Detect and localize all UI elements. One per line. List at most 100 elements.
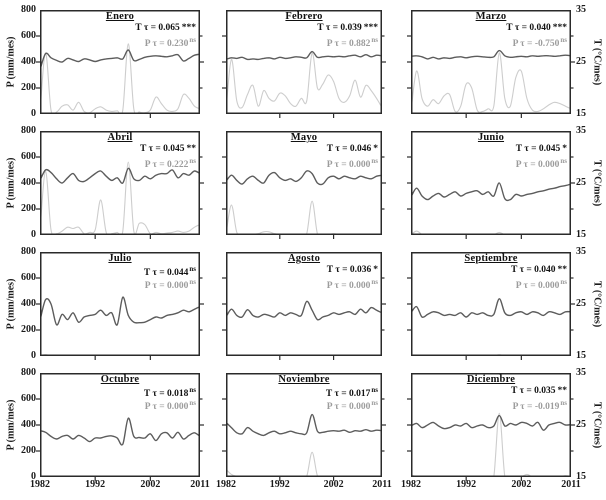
left-axis-tick-label: 800 xyxy=(21,367,36,378)
left-axis-title: P (mm/mes) xyxy=(5,399,17,451)
left-axis-tick-label: 800 xyxy=(21,125,36,136)
subplot-noviembre: Noviembre T τ = 0.017ns P τ = 0.000ns xyxy=(222,373,386,481)
right-axis-tick-label: 35 xyxy=(576,367,586,378)
right-axis-tick-label: 25 xyxy=(576,56,586,67)
p-tau-annotation: P τ = 0.230ns xyxy=(145,36,196,49)
temperature-line xyxy=(40,417,200,446)
t-tau-value: T τ = 0.044 xyxy=(143,268,189,279)
p-tau-value: P τ = -0.750 xyxy=(512,39,560,50)
plot-area xyxy=(36,10,204,118)
temperature-line xyxy=(411,182,571,202)
x-axis-tick-label: 2011 xyxy=(190,479,210,490)
plot-area xyxy=(407,252,575,360)
t-significance: *** xyxy=(363,23,378,33)
p-tau-value: P τ = 0.000 xyxy=(326,402,371,413)
temperature-line xyxy=(226,413,382,437)
precipitation-line xyxy=(40,161,200,235)
subplot-title: Noviembre xyxy=(278,374,330,385)
right-axis-title: T (°C/mes) xyxy=(591,401,603,449)
p-tau-value: P τ = -0.019 xyxy=(512,402,560,413)
right-axis-tick-label: 15 xyxy=(576,350,586,361)
t-tau-value: T τ = 0.018 xyxy=(143,389,189,400)
left-axis-tick-label: 600 xyxy=(21,393,36,404)
p-tau-value: P τ = 0.000 xyxy=(515,281,560,292)
left-axis-tick-label: 800 xyxy=(21,246,36,257)
subplot-title: Enero xyxy=(105,11,135,22)
x-axis-tick-label: 2002 xyxy=(140,479,161,490)
subplot-julio: Julio T τ = 0.044ns P τ = 0.000ns xyxy=(36,252,204,360)
p-significance: ns xyxy=(371,36,378,44)
left-axis-tick-label: 400 xyxy=(21,177,36,188)
t-tau-annotation: T τ = 0.040 ** xyxy=(511,265,567,275)
p-significance: ns xyxy=(560,278,567,286)
plot-area xyxy=(222,131,386,239)
left-axis-tick-label: 400 xyxy=(21,298,36,309)
t-tau-annotation: T τ = 0.046 * xyxy=(327,144,378,154)
t-tau-annotation: T τ = 0.044ns xyxy=(144,265,196,278)
precipitation-line xyxy=(411,52,571,113)
t-tau-annotation: T τ = 0.045 ** xyxy=(140,144,196,154)
subplot-title: Octubre xyxy=(100,374,140,385)
p-significance: ns xyxy=(560,157,567,165)
left-axis-tick-label: 600 xyxy=(21,272,36,283)
p-tau-annotation: P τ = 0.000ns xyxy=(327,399,378,412)
t-significance: ** xyxy=(557,386,568,396)
p-tau-annotation: P τ = 0.000ns xyxy=(327,157,378,170)
left-axis-tick-label: 0 xyxy=(31,108,36,119)
temperature-line xyxy=(40,49,200,71)
subplot-title: Junio xyxy=(477,132,505,143)
p-tau-value: P τ = 0.230 xyxy=(144,39,189,50)
subplot-title: Septiembre xyxy=(464,253,518,264)
right-axis-tick-label: 25 xyxy=(576,177,586,188)
p-tau-annotation: P τ = 0.000ns xyxy=(145,399,196,412)
t-significance: ns xyxy=(189,265,196,273)
t-tau-value: T τ = 0.039 xyxy=(317,23,362,33)
t-tau-value: T τ = 0.045 xyxy=(140,144,185,154)
temperature-line xyxy=(226,170,382,186)
subplot-enero: Enero T τ = 0.065 *** P τ = 0.230ns xyxy=(36,10,204,118)
t-tau-annotation: T τ = 0.045 * xyxy=(516,144,567,154)
x-axis-tick-label: 2002 xyxy=(511,479,532,490)
p-significance: ns xyxy=(189,157,196,165)
p-tau-annotation: P τ = 0.000ns xyxy=(516,278,567,291)
p-significance: ns xyxy=(371,278,378,286)
right-axis-tick-label: 25 xyxy=(576,419,586,430)
x-axis-tick-label: 1982 xyxy=(401,479,421,490)
left-axis-tick-label: 800 xyxy=(21,4,36,15)
p-tau-annotation: P τ = 0.000ns xyxy=(145,278,196,291)
plot-area xyxy=(222,373,386,481)
left-axis-tick-label: 400 xyxy=(21,419,36,430)
x-axis-tick-label: 1992 xyxy=(85,479,106,490)
right-axis-tick-label: 35 xyxy=(576,125,586,136)
precipitation-line xyxy=(226,451,382,477)
left-axis-tick-label: 600 xyxy=(21,151,36,162)
subplot-mayo: Mayo T τ = 0.046 * P τ = 0.000ns xyxy=(222,131,386,239)
p-tau-annotation: P τ = 0.222ns xyxy=(145,157,196,170)
t-tau-annotation: T τ = 0.017ns xyxy=(326,386,378,399)
t-tau-value: T τ = 0.035 xyxy=(511,386,556,396)
t-tau-value: T τ = 0.017 xyxy=(325,389,371,400)
subplot-septiembre: Septiembre T τ = 0.040 ** P τ = 0.000ns xyxy=(407,252,575,360)
subplot-agosto: Agosto T τ = 0.036 * P τ = 0.000ns xyxy=(222,252,386,360)
t-tau-value: T τ = 0.036 xyxy=(326,265,372,275)
subplot-diciembre: Diciembre T τ = 0.035 ** P τ = -0.019ns xyxy=(407,373,575,481)
t-tau-value: T τ = 0.045 xyxy=(515,144,561,154)
t-tau-value: T τ = 0.040 xyxy=(506,23,551,33)
p-tau-value: P τ = 0.000 xyxy=(144,281,189,292)
right-axis-tick-label: 35 xyxy=(576,246,586,257)
p-significance: ns xyxy=(189,399,196,407)
right-axis-tick-label: 25 xyxy=(576,298,586,309)
x-axis-tick-label: 1992 xyxy=(456,479,477,490)
t-significance: ** xyxy=(186,144,197,154)
p-tau-value: P τ = 0.000 xyxy=(326,281,371,292)
precipitation-line xyxy=(40,43,200,114)
left-axis-title: P (mm/mes) xyxy=(5,36,17,88)
t-tau-annotation: T τ = 0.035 ** xyxy=(511,386,567,396)
x-axis-tick-label: 2002 xyxy=(323,479,344,490)
p-significance: ns xyxy=(371,157,378,165)
temperature-line xyxy=(411,49,571,60)
p-tau-annotation: P τ = -0.019ns xyxy=(513,399,567,412)
left-axis-tick-label: 0 xyxy=(31,229,36,240)
right-axis-tick-label: 15 xyxy=(576,471,586,482)
left-axis-title: P (mm/mes) xyxy=(5,157,17,209)
